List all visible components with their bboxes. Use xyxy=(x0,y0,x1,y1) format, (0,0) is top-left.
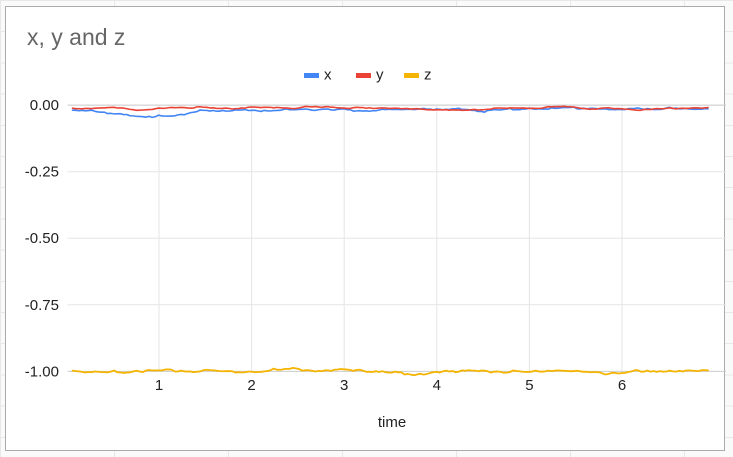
svg-text:1: 1 xyxy=(155,377,163,394)
svg-text:0.00: 0.00 xyxy=(30,97,59,114)
svg-text:3: 3 xyxy=(340,377,348,394)
svg-text:x: x xyxy=(324,67,332,84)
svg-text:6: 6 xyxy=(618,377,626,394)
svg-text:-0.50: -0.50 xyxy=(25,230,59,247)
svg-text:4: 4 xyxy=(433,377,441,394)
svg-text:-0.25: -0.25 xyxy=(25,164,59,181)
svg-text:5: 5 xyxy=(525,377,533,394)
svg-text:y: y xyxy=(376,67,384,84)
svg-text:2: 2 xyxy=(247,377,255,394)
svg-text:-0.75: -0.75 xyxy=(25,297,59,314)
svg-text:time: time xyxy=(378,414,406,431)
svg-text:-1.00: -1.00 xyxy=(25,363,59,380)
svg-text:z: z xyxy=(424,67,432,84)
